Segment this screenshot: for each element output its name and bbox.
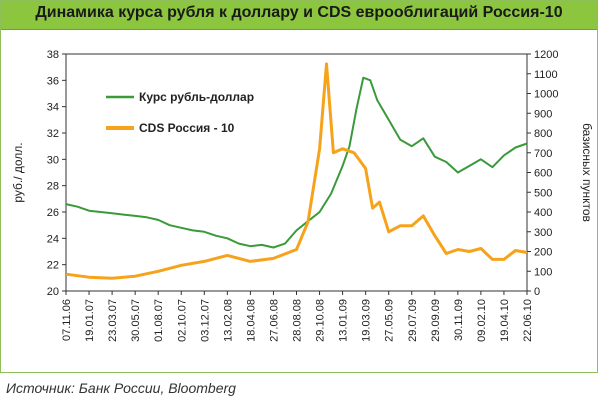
left-tick-label: 20 [47,286,59,298]
right-axis-title: базисных пунктов [580,123,594,222]
x-tick-label: 02.10.07 [176,299,188,342]
right-tick-label: 400 [534,207,552,219]
x-tick-label: 29.07.09 [407,299,419,342]
chart-title: Динамика курса рубля к доллару и CDS евр… [35,4,563,21]
x-tick-label: 29.10.08 [315,299,327,342]
x-tick-label: 22.06.10 [522,299,534,342]
left-tick-label: 24 [47,233,59,245]
x-tick-label: 23.03.07 [107,299,119,342]
legend-label-rub-usd: Курс рубль-доллар [139,90,254,104]
right-tick-label: 500 [534,187,552,199]
x-tick-label: 03.12.07 [199,299,211,342]
right-tick-label: 800 [534,128,552,140]
series-line-cds [65,62,528,280]
right-tick-label: 300 [534,227,552,239]
chart-frame: Динамика курса рубля к доллару и CDS евр… [0,0,598,373]
right-tick-label: 900 [534,108,552,120]
x-tick-label: 30.05.07 [130,299,142,342]
right-tick-label: 1100 [534,69,558,81]
x-tick-label: 01.08.07 [153,299,165,342]
right-tick-label: 1000 [534,89,558,101]
x-tick-label: 07.11.06 [61,299,73,341]
right-tick-label: 1200 [534,49,558,61]
x-tick-label: 13.01.09 [338,299,350,342]
x-tick-label: 19.04.10 [499,299,511,342]
right-tick-label: 0 [534,286,540,298]
x-tick-label: 09.02.10 [476,299,488,342]
left-tick-label: 36 [47,75,59,87]
left-tick-label: 30 [47,154,59,166]
x-tick-label: 30.11.09 [453,299,465,341]
x-tick-label: 18.04.08 [245,299,257,342]
right-tick-label: 700 [534,148,552,160]
series-line-rub-usd [65,76,528,249]
x-tick-label: 13.02.08 [222,299,234,342]
x-tick-label: 28.08.08 [292,299,304,342]
left-tick-label: 32 [47,128,59,140]
left-tick-label: 28 [47,181,59,193]
x-tick-label: 27.06.08 [268,299,280,342]
x-tick-label: 29.09.09 [430,299,442,342]
source-note: Источник: Банк России, Bloomberg [6,380,236,396]
left-axis-title: руб./ долл. [11,142,25,202]
right-tick-label: 200 [534,247,552,259]
left-tick-label: 34 [47,102,59,114]
left-tick-label: 22 [47,260,59,272]
left-tick-label: 26 [47,207,59,219]
x-tick-label: 27.05.09 [384,299,396,342]
legend-label-cds: CDS Россия - 10 [139,121,235,135]
right-tick-label: 100 [534,266,552,278]
right-tick-label: 600 [534,168,552,180]
x-tick-label: 19.01.07 [84,299,96,342]
title-bar: Динамика курса рубля к доллару и CDS евр… [1,1,597,30]
x-tick-label: 19.03.09 [361,299,373,342]
left-tick-label: 38 [47,49,59,61]
chart-canvas: 20 22 24 26 28 30 32 34 36 38 0 100 200 300 400 500 600 7… [11,49,594,342]
